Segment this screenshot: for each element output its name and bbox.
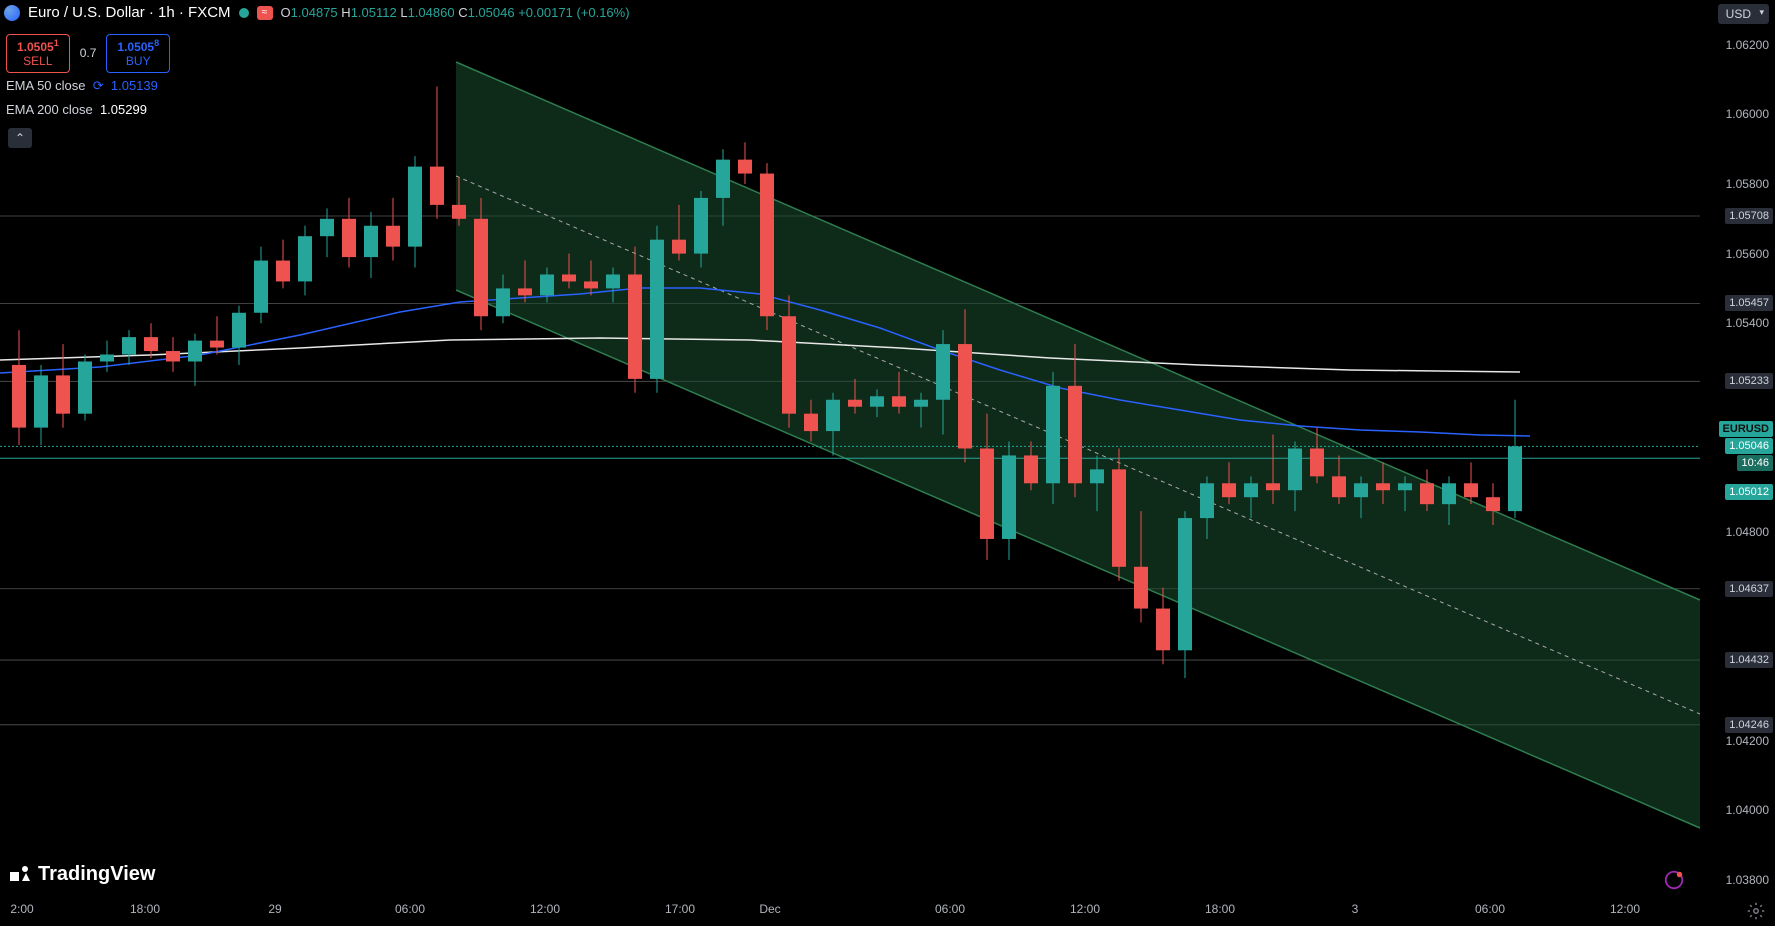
x-tick: Dec [759,902,780,916]
chart-svg [0,0,1700,895]
x-tick: 12:00 [1610,902,1640,916]
bid-tag: 1.05012 [1725,484,1773,500]
y-tick: 1.06000 [1726,107,1769,121]
y-level-tag: 1.05708 [1725,208,1773,224]
x-tick: 17:00 [665,902,695,916]
chart-area[interactable] [0,0,1700,895]
x-tick: 29 [268,902,281,916]
x-tick: 06:00 [935,902,965,916]
x-tick: 18:00 [1205,902,1235,916]
indicator-ema200[interactable]: EMA 200 close 1.05299 [6,102,147,117]
y-level-tag: 1.05457 [1725,295,1773,311]
y-axis[interactable]: 1.06200 1.06000 1.05800 1.05600 1.05400 1.048… [1700,0,1775,895]
y-level-tag: 1.04246 [1725,717,1773,733]
x-tick: 06:00 [1475,902,1505,916]
y-tick: 1.03800 [1726,873,1769,887]
x-tick: 18:00 [130,902,160,916]
ohlc-display: O1.04875 H1.05112 L1.04860 C1.05046 +0.0… [281,5,630,20]
y-level-tag: 1.04432 [1725,652,1773,668]
y-tick: 1.05800 [1726,177,1769,191]
price-tag: 1.05046 [1725,438,1773,454]
x-axis[interactable]: 2:00 18:00 29 06:00 12:00 17:00 Dec 06:00 12:00 1… [0,895,1700,926]
y-level-tag: 1.05233 [1725,373,1773,389]
currency-selector[interactable]: USD [1718,4,1769,24]
reload-icon[interactable]: ⟳ [93,78,104,94]
settings-icon[interactable] [1747,902,1765,920]
y-tick: 1.05400 [1726,316,1769,330]
symbol-badge: EURUSD [1719,421,1773,437]
sell-button[interactable]: 1.05051 SELL [6,34,70,73]
y-tick: 1.05600 [1726,247,1769,261]
countdown-tag: 10:46 [1737,455,1773,471]
symbol-icon [4,5,20,21]
compare-icon[interactable]: ≈ [257,6,273,20]
y-tick: 1.04800 [1726,525,1769,539]
buy-button[interactable]: 1.05058 BUY [106,34,170,73]
snapshot-icon[interactable] [1663,869,1685,891]
indicator-ema50[interactable]: EMA 50 close ⟳ 1.05139 [6,78,158,94]
symbol-title[interactable]: Euro / U.S. Dollar · 1h · FXCM [28,4,231,21]
x-tick: 3 [1352,902,1359,916]
market-status-icon [239,8,249,18]
x-tick: 12:00 [1070,902,1100,916]
y-tick: 1.06200 [1726,38,1769,52]
x-tick: 06:00 [395,902,425,916]
x-tick: 2:00 [10,902,33,916]
x-tick: 12:00 [530,902,560,916]
y-tick: 1.04000 [1726,803,1769,817]
collapse-button[interactable]: ⌃ [8,128,32,148]
tradingview-logo[interactable]: TradingView [8,862,155,886]
y-level-tag: 1.04637 [1725,581,1773,597]
spread-value: 0.7 [80,46,97,60]
y-tick: 1.04200 [1726,734,1769,748]
